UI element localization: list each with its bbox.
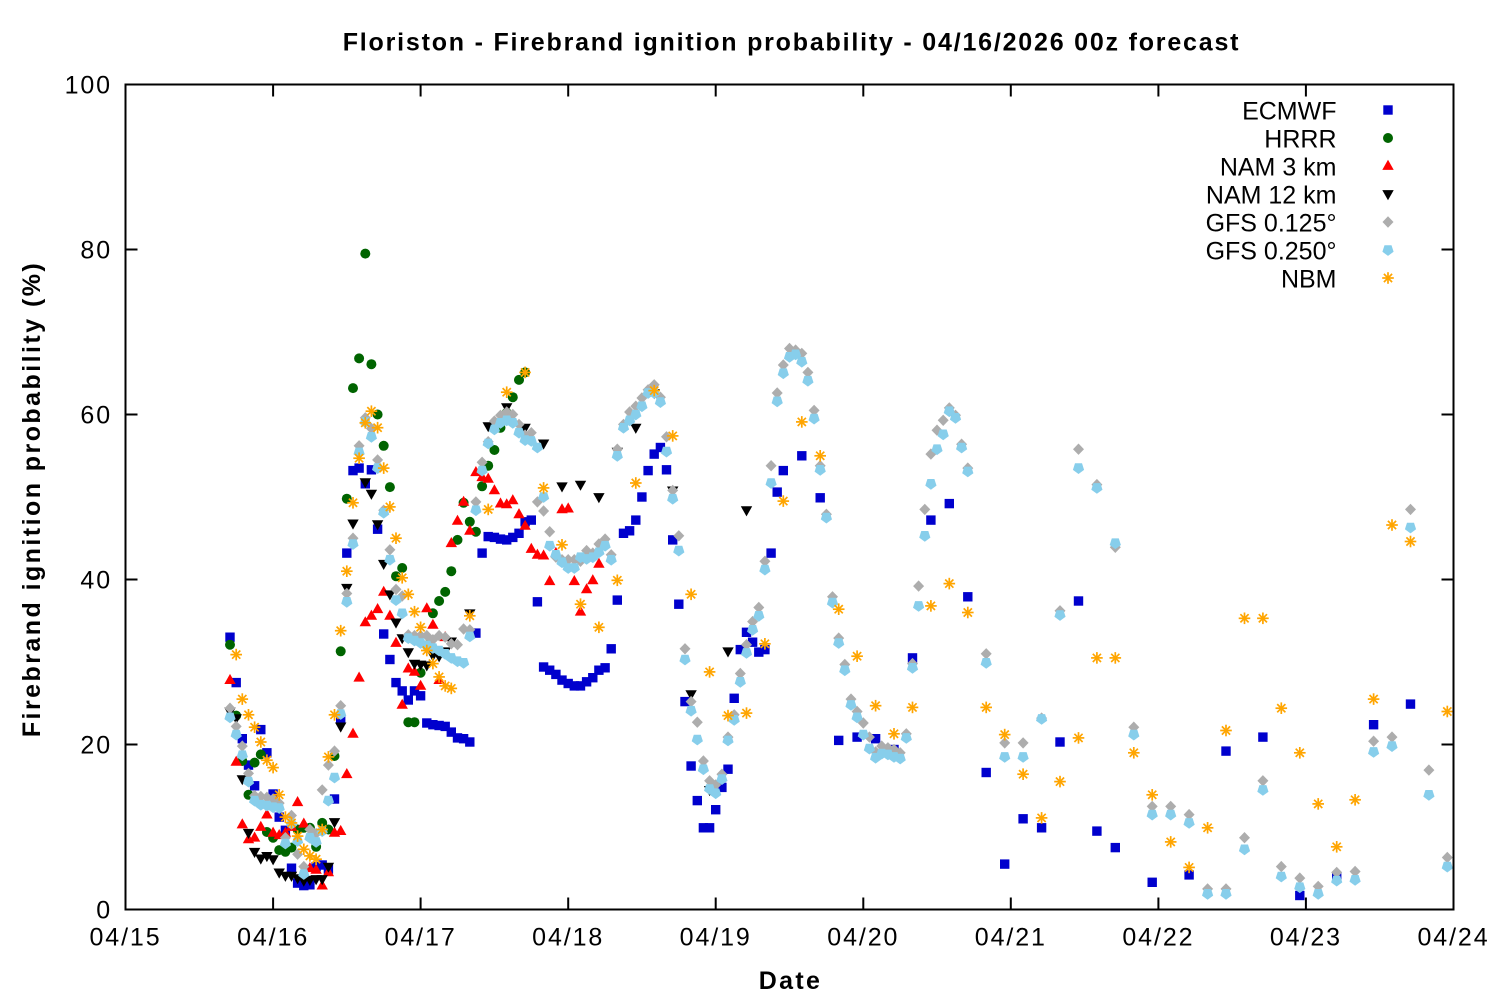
- svg-text:NAM 3 km: NAM 3 km: [1220, 153, 1337, 181]
- svg-text:0: 0: [96, 897, 112, 925]
- svg-text:Firebrand ignition probability: Firebrand ignition probability (%): [18, 261, 46, 737]
- svg-text:Date: Date: [759, 967, 822, 995]
- svg-text:NBM: NBM: [1281, 265, 1337, 293]
- svg-text:ECMWF: ECMWF: [1242, 97, 1336, 125]
- svg-text:04/20: 04/20: [827, 924, 899, 952]
- svg-text:80: 80: [80, 237, 112, 265]
- svg-text:04/21: 04/21: [975, 924, 1047, 952]
- svg-text:04/18: 04/18: [532, 924, 604, 952]
- svg-text:04/19: 04/19: [680, 924, 752, 952]
- svg-text:04/16: 04/16: [237, 924, 309, 952]
- svg-text:04/22: 04/22: [1122, 924, 1194, 952]
- svg-text:GFS 0.125°: GFS 0.125°: [1206, 209, 1337, 237]
- svg-text:04/17: 04/17: [385, 924, 457, 952]
- svg-text:04/24: 04/24: [1417, 924, 1489, 952]
- svg-text:04/15: 04/15: [89, 924, 161, 952]
- svg-text:HRRR: HRRR: [1264, 125, 1336, 153]
- svg-text:20: 20: [80, 732, 112, 760]
- svg-text:GFS 0.250°: GFS 0.250°: [1206, 237, 1337, 265]
- svg-text:60: 60: [80, 402, 112, 430]
- svg-text:Floriston - Firebrand ignition: Floriston - Firebrand ignition probabili…: [343, 29, 1241, 57]
- svg-text:NAM 12 km: NAM 12 km: [1206, 181, 1337, 209]
- svg-text:100: 100: [65, 72, 112, 100]
- svg-text:04/23: 04/23: [1270, 924, 1342, 952]
- svg-text:40: 40: [80, 567, 112, 595]
